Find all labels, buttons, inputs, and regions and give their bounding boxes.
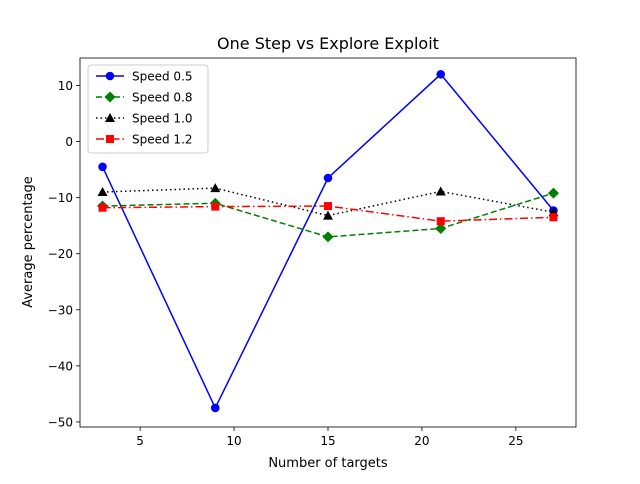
legend-item: Speed 0.8 bbox=[96, 91, 193, 105]
data-point bbox=[547, 187, 559, 199]
y-tick-label: −20 bbox=[48, 247, 73, 261]
y-tick-label: −40 bbox=[48, 359, 73, 373]
legend: Speed 0.5 Speed 0.8 Speed 1.0 Speed 1.2 bbox=[87, 64, 209, 154]
data-point bbox=[97, 187, 108, 197]
data-point bbox=[435, 186, 446, 196]
legend-label: Speed 0.8 bbox=[132, 91, 193, 105]
y-tick-label: 10 bbox=[58, 79, 73, 93]
legend-box bbox=[87, 64, 209, 154]
legend-item: Speed 1.2 bbox=[96, 133, 193, 147]
data-point bbox=[322, 231, 334, 243]
y-tick-label: −30 bbox=[48, 303, 73, 317]
data-point bbox=[104, 91, 116, 103]
x-tick-label: 25 bbox=[508, 434, 523, 448]
legend-label: Speed 1.0 bbox=[132, 112, 193, 126]
data-point bbox=[98, 203, 107, 212]
y-tick-label: 0 bbox=[65, 135, 73, 149]
series-line bbox=[102, 205, 554, 222]
data-point bbox=[105, 71, 115, 81]
data-point bbox=[324, 202, 332, 211]
y-tick-label: −50 bbox=[48, 415, 73, 429]
legend-label: Speed 0.5 bbox=[132, 70, 193, 84]
x-axis-label: Number of targets bbox=[268, 456, 388, 471]
data-point bbox=[98, 162, 107, 172]
chart-title: One Step vs Explore Exploit bbox=[217, 34, 439, 53]
data-point bbox=[210, 183, 221, 193]
data-point bbox=[323, 173, 333, 183]
x-tick-label: 15 bbox=[320, 434, 335, 448]
legend-item: Speed 1.0 bbox=[96, 112, 193, 126]
data-point bbox=[323, 210, 333, 220]
data-point bbox=[211, 202, 220, 211]
data-point bbox=[436, 69, 446, 79]
data-point bbox=[106, 135, 114, 143]
data-point bbox=[549, 213, 558, 222]
legend-label: Speed 1.2 bbox=[132, 133, 193, 147]
x-tick-label: 20 bbox=[414, 434, 429, 448]
x-tick-label: 10 bbox=[226, 434, 241, 448]
data-point bbox=[435, 222, 447, 234]
x-tick-label: 5 bbox=[136, 434, 144, 448]
data-point bbox=[105, 113, 115, 122]
y-tick-label: −10 bbox=[48, 191, 73, 205]
axes-frame bbox=[79, 57, 577, 428]
series-4 bbox=[98, 202, 558, 226]
y-axis-label: Average percentage bbox=[21, 176, 36, 308]
legend-item: Speed 0.5 bbox=[96, 70, 193, 84]
data-point bbox=[436, 217, 445, 226]
data-point bbox=[210, 403, 220, 413]
